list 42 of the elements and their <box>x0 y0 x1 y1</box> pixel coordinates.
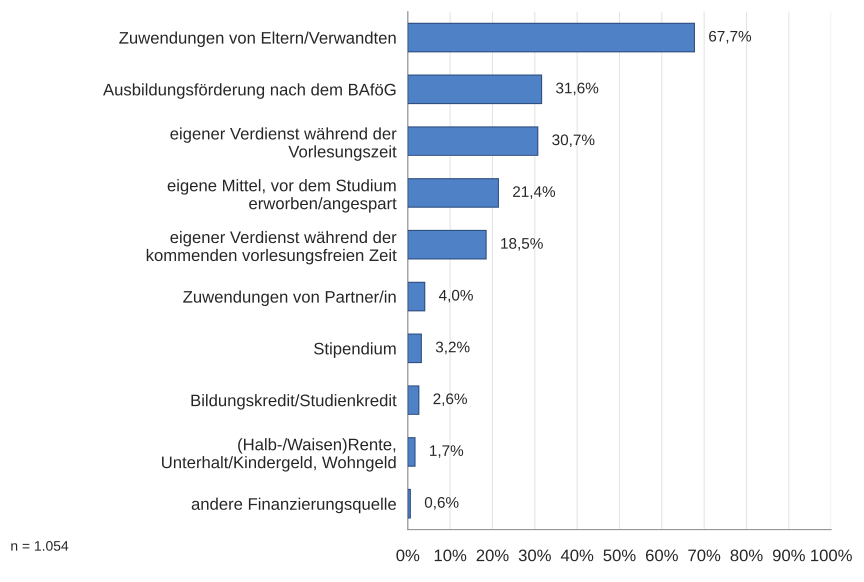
y-tick-label: Ausbildungsförderung nach dem BAföG <box>103 83 396 99</box>
data-label: 21,4% <box>513 186 556 199</box>
y-tick-label: Zuwendungen von Partner/in <box>183 290 396 306</box>
x-tick-label: 50% <box>603 550 636 562</box>
x-tick-label: 30% <box>518 550 551 562</box>
x-tick-label: 70% <box>688 550 720 562</box>
y-tick-label: andere Finanzierungsquelle <box>192 498 396 514</box>
data-label: 2,6% <box>433 393 467 406</box>
bar <box>408 334 422 364</box>
x-tick-label: 0% <box>396 550 420 562</box>
y-tick-label: Zuwendungen von Eltern/Verwandten <box>119 32 396 48</box>
x-tick-label: 80% <box>730 550 763 562</box>
x-tick-label: 20% <box>476 550 509 562</box>
bar <box>408 178 499 208</box>
text: n = 1.054 <box>11 540 68 551</box>
data-label: 31,6% <box>556 82 598 96</box>
x-tick-label: 40% <box>560 550 594 562</box>
y-tick-label: Stipendium <box>314 342 396 358</box>
data-label: 1,7% <box>430 445 464 458</box>
bar <box>408 488 411 519</box>
x-tick-label: 90% <box>772 550 805 562</box>
bar <box>408 230 487 260</box>
x-tick-label: 100% <box>811 550 852 562</box>
data-label: 18,5% <box>501 238 543 251</box>
data-label: 67,7% <box>709 30 752 44</box>
bar <box>408 126 538 156</box>
y-tick-label: (Halb-/Waisen)Rente, Unterhalt/Kindergeld, Wohngeld <box>162 438 396 472</box>
x-tick-label: 60% <box>646 550 678 562</box>
data-label: 0,6% <box>424 497 459 510</box>
bar <box>408 22 695 52</box>
bar <box>408 437 416 467</box>
bar <box>408 74 542 104</box>
y-tick-label: eigene Mittel, vor dem Studium erworben/angespart <box>168 179 397 213</box>
bar <box>408 385 420 415</box>
y-tick-label: eigener Verdienst während der kommenden vorlesungsfreien Zeit <box>146 230 397 264</box>
data-label: 3,2% <box>436 342 470 354</box>
y-tick-label: Bildungskredit/Studienkredit <box>191 394 397 410</box>
data-label: 30,7% <box>552 134 594 148</box>
data-label: 4,0% <box>438 290 473 302</box>
x-tick-label: 10% <box>434 550 466 562</box>
bar <box>408 282 426 312</box>
y-tick-label: eigener Verdienst während der Vorlesungszeit <box>170 127 397 161</box>
